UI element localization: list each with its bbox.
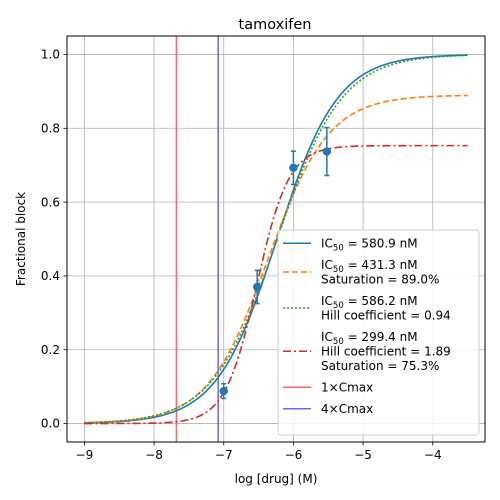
data-point bbox=[252, 282, 262, 292]
legend-label: Saturation = 89.0% bbox=[321, 273, 439, 287]
x-axis-ticks: −9 −8 −7 −6 −5 −4 bbox=[76, 442, 442, 462]
fit-curve bbox=[84, 54, 468, 424]
y-tick-label: 0.4 bbox=[41, 269, 60, 283]
x-tick-label: −6 bbox=[285, 448, 303, 462]
legend-label: 4×Cmax bbox=[321, 402, 373, 416]
x-tick-label: −9 bbox=[76, 448, 94, 462]
legend-label: IC50 = 431.3 nM bbox=[321, 258, 418, 275]
x-tick-label: −5 bbox=[354, 448, 372, 462]
fit-curve bbox=[84, 144, 468, 425]
chart-title: tamoxifen bbox=[239, 17, 312, 33]
legend-label: Hill coefficient = 1.89 bbox=[321, 345, 451, 359]
data-point bbox=[322, 147, 332, 156]
data-points bbox=[219, 126, 332, 400]
legend-box bbox=[277, 229, 480, 436]
x-axis-label: log [drug] (M) bbox=[235, 472, 318, 486]
reference-lines bbox=[175, 36, 219, 442]
grid bbox=[67, 36, 485, 442]
y-tick-label: 0.0 bbox=[41, 417, 60, 431]
legend-label: Hill coefficient = 0.94 bbox=[321, 309, 451, 323]
fit-curves bbox=[84, 54, 468, 425]
y-tick-label: 0.8 bbox=[41, 121, 60, 135]
data-point bbox=[219, 386, 228, 396]
legend-label: IC50 = 580.9 nM bbox=[321, 237, 418, 254]
y-tick-label: 0.6 bbox=[41, 195, 60, 209]
legend-label: IC50 = 299.4 nM bbox=[321, 330, 418, 347]
plot-frame bbox=[66, 35, 486, 443]
y-axis-ticks: 0.0 0.2 0.4 0.6 0.8 1.0 bbox=[41, 48, 67, 431]
legend-label: Saturation = 75.3% bbox=[321, 359, 439, 373]
y-tick-label: 1.0 bbox=[41, 48, 60, 62]
data-point bbox=[289, 163, 298, 172]
x-tick-label: −7 bbox=[215, 448, 233, 462]
x-tick-label: −8 bbox=[145, 448, 163, 462]
y-tick-label: 0.2 bbox=[41, 343, 60, 357]
x-tick-label: −4 bbox=[424, 448, 442, 462]
legend-label: IC50 = 586.2 nM bbox=[321, 294, 418, 311]
legend-label: 1×Cmax bbox=[321, 381, 373, 395]
y-axis-label: Fractional block bbox=[14, 192, 28, 286]
